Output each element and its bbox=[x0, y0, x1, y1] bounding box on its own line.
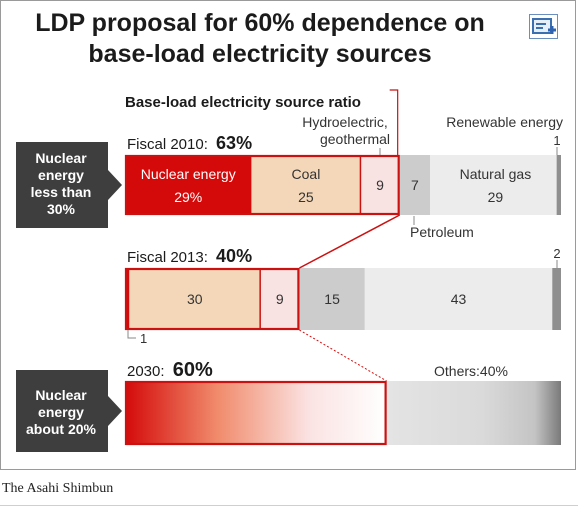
side-label-2030-line-2: energy bbox=[38, 404, 84, 420]
bar-2030 bbox=[124, 380, 561, 446]
side-label-arrow-2030 bbox=[108, 396, 122, 426]
side-label-2030-line-1: Nuclear bbox=[35, 387, 87, 403]
segment-value-label: 30 bbox=[187, 291, 203, 307]
renewable-annotation: Renewable energy bbox=[446, 114, 563, 130]
bar-segment-others bbox=[386, 381, 561, 445]
side-label-arrow-2010 bbox=[108, 170, 122, 200]
others-2030-label: Others:40% bbox=[434, 363, 508, 379]
title-line-1: LDP proposal for 60% dependence on bbox=[35, 9, 485, 37]
segment-value-label: 7 bbox=[411, 177, 419, 193]
segment-name-natural-gas-2010: Natural gas bbox=[460, 166, 532, 182]
renewable-2013-label: 2 bbox=[553, 246, 560, 261]
bar-segment-natural-gas bbox=[430, 155, 557, 215]
nuclear-2013-label: 1 bbox=[140, 331, 147, 346]
segment-name-coal-2010: Coal bbox=[292, 166, 321, 182]
segment-value-label: 9 bbox=[276, 291, 284, 307]
hydro-annotation-line-1: Hydroelectric, bbox=[302, 114, 388, 130]
side-label-2010-line-3: less than bbox=[31, 184, 92, 200]
bar-segment-petroleum bbox=[399, 155, 431, 215]
bar-segment-hydroelectric-geothermal bbox=[260, 268, 300, 330]
expand-icon[interactable] bbox=[529, 14, 558, 39]
chart-subtitle: Base-load electricity source ratio bbox=[125, 94, 361, 111]
bar-fiscal-2013: 30 9 15 43 bbox=[124, 267, 561, 331]
baseload-highlight-2013 bbox=[124, 267, 300, 331]
year-label-2010-total: 63% bbox=[216, 133, 252, 153]
year-label-2030-name: 2030: bbox=[127, 363, 165, 380]
year-label-2013: Fiscal 2013: 40% bbox=[127, 246, 252, 266]
connector-2013-2030 bbox=[299, 329, 387, 382]
side-label-2010-line-2: energy bbox=[38, 167, 84, 183]
segment-value-label: 29 bbox=[488, 189, 504, 205]
year-label-2030: 2030: 60% bbox=[127, 359, 213, 381]
hydro-bracket bbox=[389, 89, 399, 155]
side-label-2030-line-3: about 20% bbox=[26, 421, 97, 437]
year-label-2013-total: 40% bbox=[216, 246, 252, 266]
bar-segment-coal bbox=[129, 268, 261, 330]
segment-value-label: 29% bbox=[174, 189, 202, 205]
caption-divider bbox=[0, 505, 578, 506]
baseload-highlight-2030 bbox=[124, 380, 387, 446]
bar-segment-nuclear-energy bbox=[125, 268, 130, 330]
segment-name-nuclear-2010: Nuclear energy bbox=[141, 166, 236, 182]
connector-2010-2013 bbox=[299, 214, 401, 269]
bar-segment-petroleum bbox=[299, 268, 365, 330]
bar-segment-renewable-energy bbox=[552, 268, 561, 330]
side-label-box-2030 bbox=[16, 370, 108, 452]
segment-value-label: 9 bbox=[376, 177, 384, 193]
hydro-annotation-line-2: geothermal bbox=[320, 131, 390, 147]
bar-segment-coal bbox=[251, 155, 361, 215]
side-label-2010-line-1: Nuclear bbox=[35, 150, 87, 166]
year-label-2010: Fiscal 2010: 63% bbox=[127, 133, 252, 153]
year-label-2030-total: 60% bbox=[173, 359, 213, 381]
chart-svg: Base-load electricity source ratio Hydro… bbox=[16, 89, 563, 452]
segment-value-label: 15 bbox=[324, 291, 340, 307]
chart-title: LDP proposal for 60% dependence on base-… bbox=[0, 8, 520, 70]
bar-segment-natural-gas bbox=[364, 268, 553, 330]
bar-segment-hydroelectric-geothermal bbox=[360, 155, 400, 215]
baseload-highlight-2010 bbox=[124, 154, 400, 216]
year-label-2013-name: Fiscal 2013: bbox=[127, 249, 208, 266]
bar-segment-base-load bbox=[125, 381, 387, 445]
year-label-2010-name: Fiscal 2010: bbox=[127, 136, 208, 153]
segment-value-label: 43 bbox=[451, 291, 467, 307]
bar-segment-renewable-energy bbox=[556, 155, 561, 215]
bar-segment-nuclear-energy bbox=[125, 155, 252, 215]
nuclear-2013-leader bbox=[127, 330, 136, 339]
title-line-2: base-load electricity sources bbox=[88, 40, 432, 68]
renewable-2010-label: 1 bbox=[553, 133, 560, 148]
highlight-connectors bbox=[299, 89, 401, 382]
bar-fiscal-2010: Nuclear energy 29% Coal 25 9 7 Natural gas 29 bbox=[124, 154, 561, 216]
side-label-2010-line-4: 30% bbox=[47, 201, 76, 217]
side-label-box-2010 bbox=[16, 142, 108, 228]
petroleum-annotation: Petroleum bbox=[410, 224, 474, 240]
source-credit: The Asahi Shimbun bbox=[2, 481, 114, 496]
segment-value-label: 25 bbox=[298, 189, 314, 205]
